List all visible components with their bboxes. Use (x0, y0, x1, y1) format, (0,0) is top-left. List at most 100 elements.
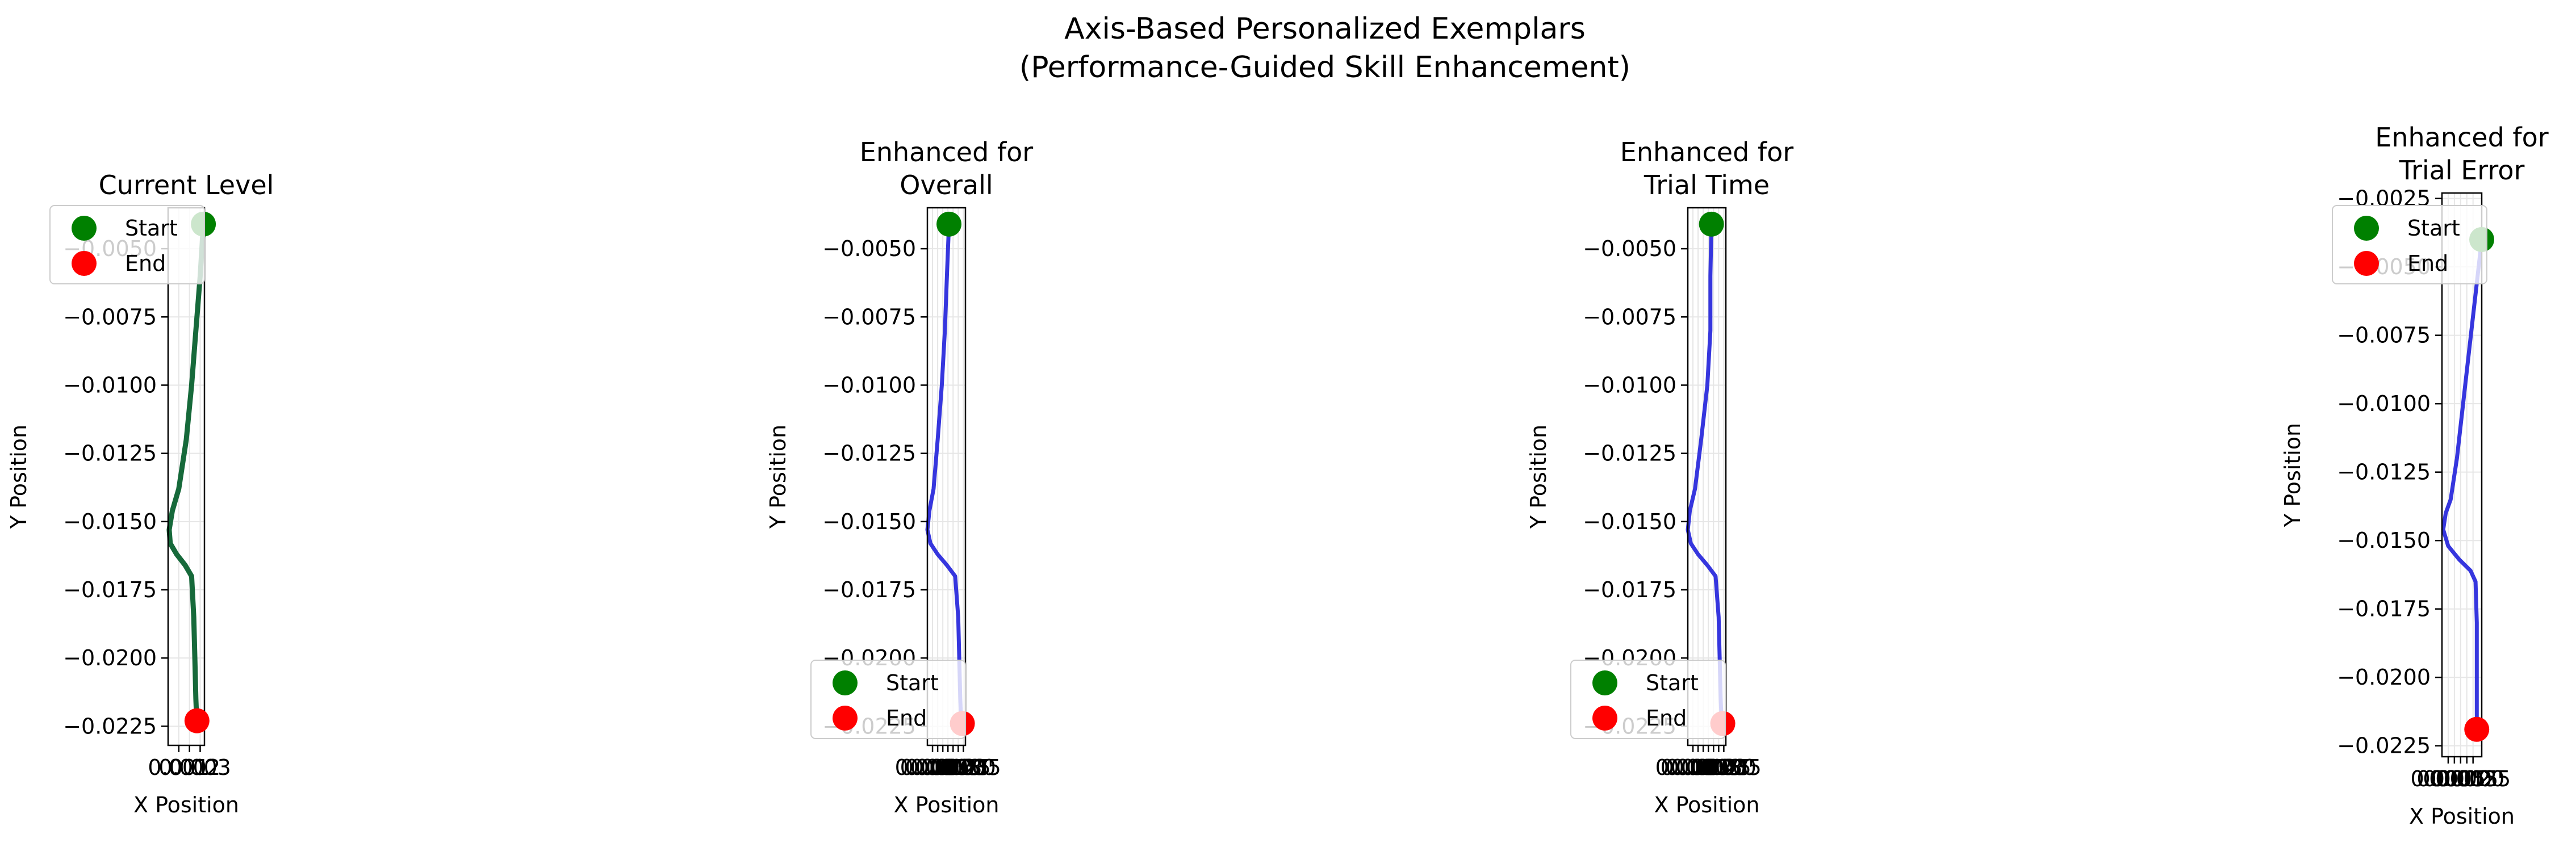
axes-frame (2441, 192, 2483, 758)
y-tick-label: −0.0150 (1583, 509, 1676, 534)
legend-end-label: End (2407, 251, 2448, 276)
y-tick-label: −0.0175 (1583, 577, 1676, 602)
y-tick-label: −0.0225 (2337, 733, 2431, 758)
x-tick-label: 0.0005 (2410, 766, 2486, 791)
y-tick-label: −0.0100 (2337, 391, 2431, 416)
trajectory-line (925, 222, 964, 728)
end-marker (184, 708, 210, 733)
legend-end-label: End (1646, 706, 1687, 731)
legend-start-marker (2354, 216, 2379, 241)
legend-end-marker (833, 706, 858, 731)
axes-frame (926, 207, 967, 746)
y-tick-label: −0.0150 (63, 509, 157, 534)
y-tick-label: −0.0225 (63, 714, 157, 739)
x-tick-label: 0.0010 (900, 755, 976, 780)
subplots: −0.0050 −0.0075 −0.0100 −0.0125 −0.0150 −0.01… (6, 122, 2549, 829)
y-axis-label: Y Position (2280, 423, 2305, 527)
y-tick-label: −0.0100 (63, 372, 157, 397)
figure-title-line1: Axis-Based Personalized Exemplars (1064, 12, 1586, 46)
y-axis-label: Y Position (766, 425, 791, 529)
x-tick-label: 0.001 (148, 755, 210, 780)
trajectory-line (166, 221, 206, 729)
y-tick-label: −0.0125 (822, 441, 916, 466)
legend-start-label: Start (886, 670, 939, 695)
y-axis-label: Y Position (6, 425, 31, 529)
y-tick-label: −0.0125 (63, 441, 157, 466)
x-tick-label: 0.0025 (2435, 766, 2511, 791)
y-tick-label: −0.0150 (822, 509, 916, 534)
legend-end-marker (2354, 251, 2379, 276)
legend: Start End (1570, 660, 1726, 739)
legend: Start End (810, 660, 966, 739)
y-tick-label: −0.0125 (2337, 460, 2431, 485)
x-tick-label: 0.0030 (1681, 755, 1757, 780)
x-tick-label: 0.0005 (1655, 755, 1731, 780)
y-tick-label: −0.0200 (63, 645, 157, 670)
y-tick-label: −0.0150 (2337, 528, 2431, 553)
subplot-3: −0.0050 −0.0075 −0.0100 −0.0125 −0.0150 −0.01… (1526, 137, 1793, 817)
legend-start-label: Start (1646, 670, 1699, 695)
x-axis-label: X Position (893, 792, 999, 817)
x-tick-label: 0.0030 (921, 755, 996, 780)
subplot-4: −0.0025−0.0050−0.0075−0.0100−0.0125−0.01… (2280, 122, 2549, 829)
y-tick-label: −0.0050 (822, 236, 916, 261)
x-tick-label: 0.0035 (1686, 755, 1762, 780)
subplot-title-line: Enhanced for (860, 137, 1033, 167)
y-tick-label: −0.0175 (822, 577, 916, 602)
subplot-title-line: Trial Error (2399, 155, 2525, 186)
subplot-2: −0.0050 −0.0075 −0.0100 −0.0125 −0.0150 −0.01… (766, 137, 1033, 817)
y-tick-label: −0.0050 (1583, 236, 1676, 261)
figure-title-line2: (Performance-Guided Skill Enhancement) (1019, 51, 1630, 85)
y-tick-label: −0.0075 (63, 304, 157, 329)
x-tick-label: 0.0035 (926, 755, 1001, 780)
legend-end-marker (1592, 706, 1617, 731)
x-axis-label: X Position (133, 792, 239, 817)
subplot-title-line: Enhanced for (2375, 122, 2548, 153)
x-tick-label: 0.0025 (915, 755, 991, 780)
start-marker (1699, 211, 1724, 237)
x-tick-label: 0.0010 (1661, 755, 1736, 780)
legend-start-label: Start (2407, 216, 2460, 241)
y-tick-label: −0.0075 (1583, 304, 1676, 329)
subplot-title-line: Overall (900, 170, 993, 200)
legend-end-marker (72, 251, 97, 276)
y-tick-label: −0.0075 (2337, 323, 2431, 348)
legend: Start End (49, 205, 205, 284)
y-tick-label: −0.0100 (822, 372, 916, 397)
subplot-1: −0.0050−0.0075−0.0100−0.0125−0.0150−0.01… (6, 170, 274, 817)
y-tick-label: −0.0125 (1583, 441, 1676, 466)
legend-start-marker (1592, 670, 1617, 695)
x-tick-label: 0.0005 (895, 755, 971, 780)
legend-start-marker (72, 216, 97, 241)
y-tick-label: −0.0175 (2337, 597, 2431, 622)
x-tick-label: 0.0020 (2429, 766, 2504, 791)
trajectory-line (2441, 237, 2484, 732)
x-tick-label: 0.003 (169, 755, 231, 780)
legend-start-label: Start (125, 216, 178, 241)
x-tick-label: 0.0025 (1676, 755, 1751, 780)
x-tick-label: 0.0015 (905, 755, 981, 780)
axes-frame (1687, 207, 1727, 746)
legend: Start End (2332, 205, 2487, 284)
end-marker (2464, 716, 2490, 742)
y-axis-label: Y Position (1526, 425, 1551, 529)
x-tick-label: 0.0020 (910, 755, 986, 780)
x-axis-label: X Position (2409, 804, 2515, 829)
y-tick-label: −0.0100 (1583, 372, 1676, 397)
start-marker (936, 211, 962, 237)
legend-start-marker (833, 670, 858, 695)
x-axis-label: X Position (1654, 792, 1759, 817)
x-tick-label: 0.0015 (2423, 766, 2498, 791)
legend-end-label: End (886, 706, 927, 731)
y-tick-label: −0.0175 (63, 577, 157, 602)
y-tick-label: −0.0200 (2337, 665, 2431, 690)
y-tick-label: −0.0075 (822, 304, 916, 329)
x-tick-label: 0.0020 (1671, 755, 1746, 780)
subplot-title-line: Current Level (99, 170, 274, 200)
x-tick-label: 0.0015 (1666, 755, 1741, 780)
subplot-title-line: Trial Time (1644, 170, 1770, 200)
trajectory-line (1686, 222, 1724, 728)
x-tick-label: 0.0010 (2416, 766, 2492, 791)
subplot-title-line: Enhanced for (1620, 137, 1793, 167)
